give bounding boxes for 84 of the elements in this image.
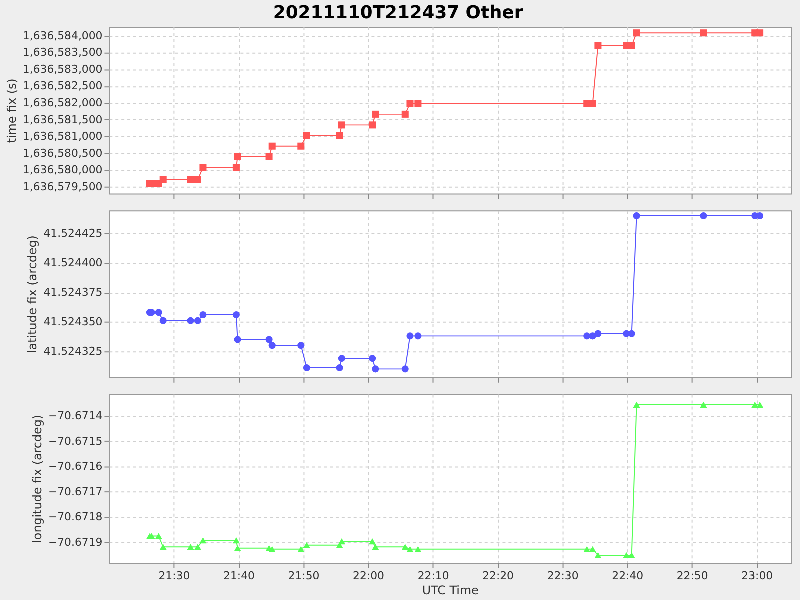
x-tick-label: 21:30 bbox=[158, 569, 190, 582]
point bbox=[584, 546, 591, 552]
point bbox=[633, 212, 640, 220]
y-tick-label: −70.6714 bbox=[48, 410, 103, 423]
point bbox=[372, 366, 380, 373]
point bbox=[232, 311, 240, 318]
point bbox=[266, 336, 273, 344]
point bbox=[402, 366, 409, 373]
point bbox=[336, 364, 344, 372]
point bbox=[594, 330, 602, 338]
point bbox=[194, 317, 202, 324]
x-tick-label: 22:30 bbox=[547, 569, 579, 582]
point bbox=[338, 355, 346, 362]
point bbox=[406, 332, 414, 340]
point bbox=[628, 552, 636, 559]
point bbox=[756, 402, 764, 408]
point bbox=[756, 212, 764, 220]
y-tick-label: 41.524375 bbox=[44, 286, 103, 300]
y-tick-label: 1,636,582,000 bbox=[22, 96, 103, 110]
point bbox=[303, 542, 310, 548]
x-tick-label: 22:20 bbox=[482, 569, 514, 582]
point bbox=[268, 342, 276, 350]
x-tick-label: 22:10 bbox=[418, 569, 450, 582]
point bbox=[155, 309, 162, 316]
y-axis-title: longitude fix (arcdeg) bbox=[30, 414, 44, 544]
x-tick-label: 21:50 bbox=[288, 569, 320, 582]
point bbox=[623, 552, 630, 559]
point bbox=[369, 355, 376, 362]
point bbox=[194, 544, 202, 550]
point bbox=[594, 552, 602, 559]
point bbox=[160, 317, 167, 324]
y-tick-label: −70.6718 bbox=[48, 510, 103, 524]
point bbox=[234, 545, 242, 552]
x-tick-label: 21:40 bbox=[224, 569, 256, 582]
y-tick-label: 41.524425 bbox=[44, 227, 103, 240]
x-axis-title: UTC Time bbox=[422, 583, 479, 598]
x-tick-label: 23:00 bbox=[742, 569, 774, 582]
point bbox=[406, 546, 414, 552]
point bbox=[414, 546, 422, 552]
y-tick-label: −70.6719 bbox=[48, 536, 103, 549]
y-tick-label: 1,636,580,500 bbox=[22, 146, 103, 160]
y-tick-label: 41.524325 bbox=[44, 344, 103, 358]
chart-title: 20211110T212437 Other bbox=[273, 2, 524, 24]
point bbox=[700, 212, 708, 220]
point bbox=[414, 332, 422, 340]
y-tick-label: 1,636,581,000 bbox=[22, 130, 103, 144]
point bbox=[234, 336, 242, 344]
point bbox=[338, 538, 346, 545]
y-tick-label: −70.6717 bbox=[48, 485, 103, 498]
y-tick-label: 1,636,580,000 bbox=[22, 164, 103, 177]
point bbox=[700, 402, 708, 408]
point bbox=[298, 342, 305, 350]
point bbox=[589, 546, 596, 552]
y-tick-label: 1,636,583,500 bbox=[22, 46, 103, 60]
x-tick-label: 22:00 bbox=[353, 569, 385, 582]
x-tick-label: 22:50 bbox=[676, 569, 708, 582]
y-tick-label: 41.524400 bbox=[44, 256, 103, 270]
y-axis-title: time fix (s) bbox=[4, 78, 19, 144]
point bbox=[303, 364, 310, 372]
point bbox=[369, 538, 376, 545]
y-tick-label: 1,636,579,500 bbox=[22, 180, 103, 194]
point bbox=[155, 533, 162, 540]
point bbox=[589, 332, 596, 340]
point bbox=[160, 544, 167, 550]
y-tick-label: 1,636,582,500 bbox=[22, 80, 103, 93]
point bbox=[298, 546, 305, 552]
point bbox=[200, 311, 207, 318]
y-tick-label: −70.6715 bbox=[48, 434, 103, 448]
y-tick-label: 1,636,584,000 bbox=[22, 29, 103, 42]
y-tick-label: 41.524350 bbox=[44, 316, 103, 329]
y-tick-label: 1,636,583,000 bbox=[22, 62, 103, 76]
y-tick-label: 1,636,581,500 bbox=[22, 113, 103, 126]
point bbox=[200, 538, 207, 544]
point bbox=[633, 402, 640, 408]
point bbox=[187, 317, 194, 324]
point bbox=[268, 546, 276, 552]
point bbox=[628, 330, 636, 338]
point bbox=[372, 544, 380, 550]
point bbox=[187, 544, 194, 550]
point bbox=[402, 544, 409, 550]
x-tick-label: 22:40 bbox=[612, 569, 644, 582]
y-tick-label: −70.6716 bbox=[48, 460, 103, 474]
y-axis-title: latitude fix (arcdeg) bbox=[26, 236, 40, 354]
point bbox=[232, 538, 240, 544]
